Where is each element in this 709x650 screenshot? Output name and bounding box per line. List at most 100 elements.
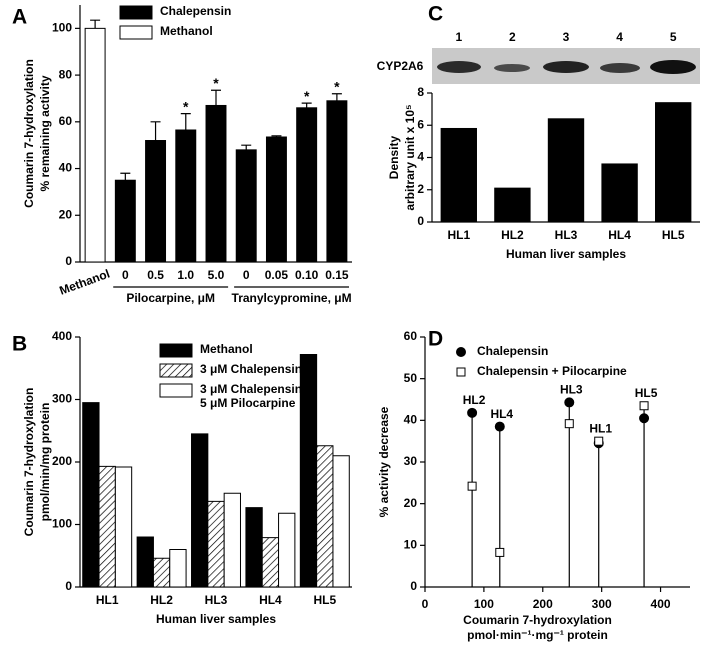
bar: [245, 507, 263, 588]
legend-swatch: [159, 383, 193, 398]
x-tick-label: 0.5: [147, 268, 164, 282]
error-bar: [241, 144, 252, 150]
x-tick-label: 100: [474, 597, 494, 611]
x-tick-label: HL3: [555, 228, 578, 242]
y-tick-label: 60: [59, 114, 73, 128]
x-axis-label: Coumarin 7-hydroxylation: [463, 613, 612, 627]
legend-label: Chalepensin + Pilocarpine: [477, 364, 627, 378]
y-tick-label: 0: [417, 214, 424, 228]
legend-label: 3 μM Chalepensin: [200, 362, 302, 376]
lane-label: 2: [509, 30, 516, 44]
bar: [326, 100, 348, 263]
group-label: Pilocarpine, μM: [126, 291, 215, 305]
x-tick-label: 300: [592, 597, 612, 611]
y-tick-label: 8: [417, 85, 424, 99]
point-label: HL4: [490, 407, 513, 421]
bar: [98, 465, 116, 588]
x-tick-label: 1.0: [177, 268, 194, 282]
bar: [235, 149, 257, 263]
y-tick-label: 2: [417, 182, 424, 196]
y-axis-label: pmol/min/mg protein: [38, 403, 52, 522]
point: [564, 419, 574, 429]
legend-marker: [456, 347, 466, 357]
legend-marker: [456, 367, 466, 377]
x-tick-label: 0.10: [295, 268, 319, 282]
point-label: HL2: [463, 393, 486, 407]
y-tick-label: 0: [65, 254, 72, 268]
bar: [316, 445, 334, 588]
legend-swatch: [119, 25, 153, 40]
bar: [136, 536, 154, 588]
x-tick-label: 0.05: [265, 268, 289, 282]
bar: [655, 102, 692, 223]
x-tick-label: HL4: [259, 593, 282, 607]
y-axis-label: % activity decrease: [377, 406, 391, 517]
y-tick-label: 100: [52, 21, 72, 35]
y-tick-label: 200: [52, 454, 72, 468]
point: [494, 421, 505, 432]
point: [594, 436, 604, 446]
bar: [114, 179, 136, 263]
point-label: HL1: [589, 421, 612, 435]
point: [564, 397, 575, 408]
panel-letter: B: [12, 333, 27, 356]
error-bar: [271, 135, 282, 138]
bar: [145, 140, 167, 263]
significance-star: *: [304, 88, 310, 104]
western-blot: [432, 48, 700, 84]
bar: [547, 118, 585, 223]
y-tick-label: 60: [404, 329, 418, 343]
y-tick-label: 300: [52, 392, 72, 406]
y-tick-label: 30: [404, 454, 418, 468]
lane-label: 4: [616, 30, 623, 44]
legend-label: Chalepensin: [160, 4, 231, 18]
legend-label: 3 μM Chalepensin +5 μM Pilocarpine: [200, 382, 312, 410]
bar: [207, 500, 225, 588]
bar: [278, 512, 296, 588]
point: [467, 481, 477, 491]
error-bar: [301, 102, 312, 108]
x-tick-label: 0: [243, 268, 250, 282]
bar: [440, 127, 477, 223]
x-tick-label: 0: [422, 597, 429, 611]
legend-label: Methanol: [160, 24, 213, 38]
y-tick-label: 6: [417, 117, 424, 131]
x-tick-label: HL2: [501, 228, 524, 242]
point: [639, 413, 650, 424]
bar: [175, 129, 197, 263]
y-tick-label: 0: [410, 579, 417, 593]
bar: [261, 537, 280, 588]
point: [467, 407, 478, 418]
bar: [169, 549, 187, 588]
lane-label: 1: [455, 30, 462, 44]
y-tick-label: 80: [59, 67, 73, 81]
y-tick-label: 40: [404, 413, 418, 427]
bar: [223, 492, 241, 588]
legend-label: Chalepensin: [477, 344, 548, 358]
y-tick-label: 20: [404, 496, 418, 510]
panel-letter: A: [12, 6, 27, 29]
x-tick-label: HL3: [205, 593, 228, 607]
x-tick-label: HL5: [313, 593, 336, 607]
bar: [191, 433, 209, 588]
legend-label: Methanol: [200, 342, 253, 356]
legend-swatch: [159, 363, 193, 378]
group-label: Tranylcypromine, μM: [232, 291, 352, 305]
bar: [205, 104, 227, 263]
legend-swatch: [159, 343, 193, 358]
point: [495, 547, 505, 557]
x-tick-label: 0: [122, 268, 129, 282]
x-tick-label: 400: [651, 597, 671, 611]
bar: [601, 163, 638, 223]
legend-swatch: [119, 5, 153, 20]
error-bar: [331, 93, 342, 101]
bar: [152, 557, 171, 588]
significance-star: *: [334, 78, 340, 94]
significance-star: *: [183, 98, 189, 114]
bar: [84, 27, 106, 263]
y-axis-label: % remaining activity: [38, 75, 52, 191]
error-bar: [150, 121, 161, 141]
lane-label: 3: [563, 30, 570, 44]
x-tick-label: 5.0: [208, 268, 225, 282]
